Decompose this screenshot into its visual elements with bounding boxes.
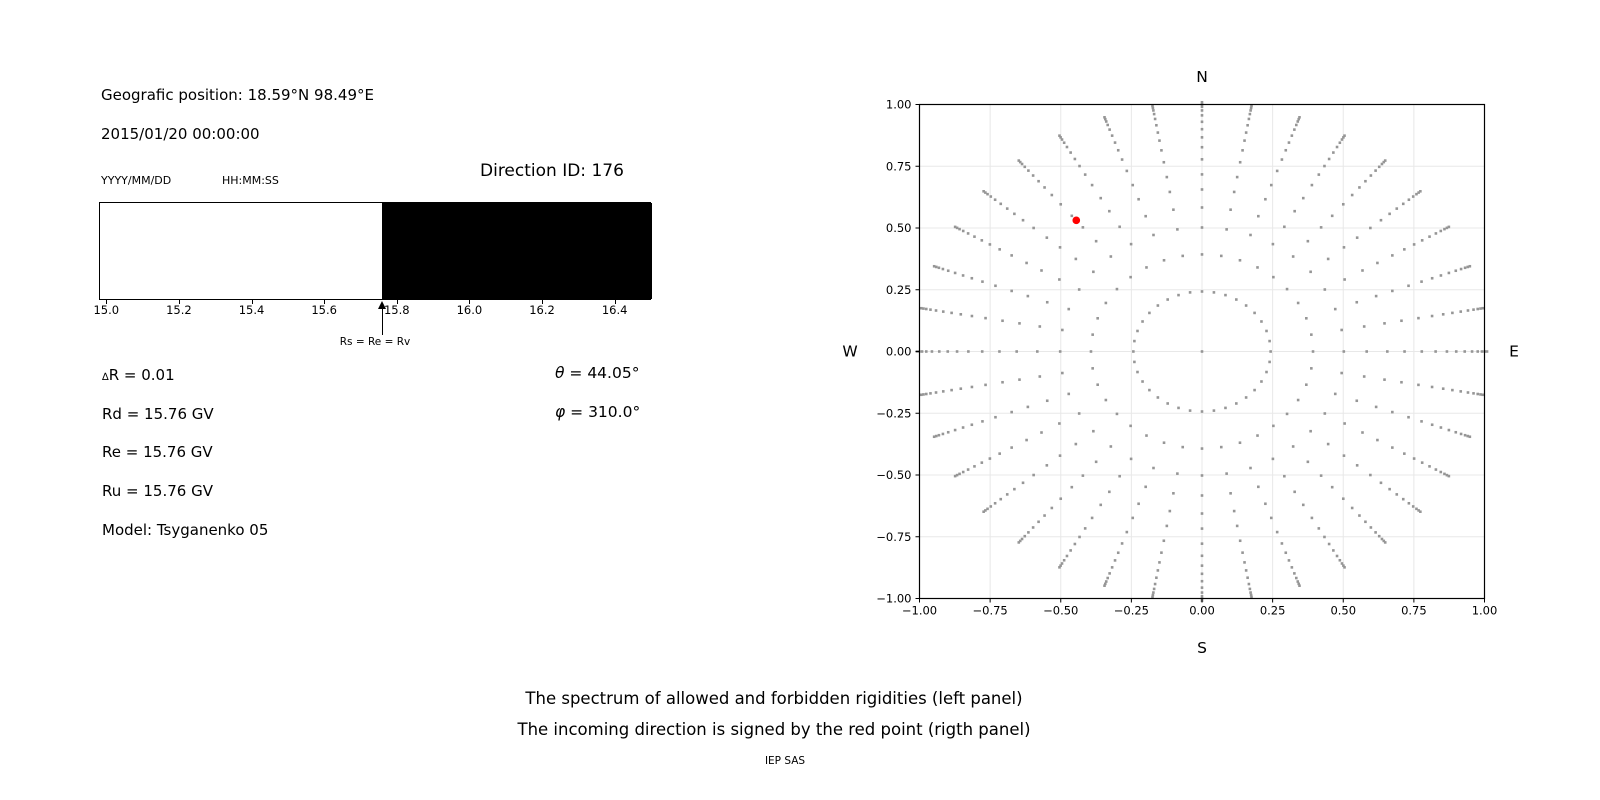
svg-text:−1.00: −1.00 [902,604,937,618]
svg-text:1.00: 1.00 [886,98,912,112]
svg-text:−0.75: −0.75 [876,530,911,544]
spectrum-tick-mark [469,300,471,304]
delta-symbol: ∆ [102,372,109,383]
compass-west-label: W [842,343,857,361]
spectrum-tick-mark [396,300,398,304]
spectrum-tick-mark [324,300,326,304]
spectrum-tick-mark [614,300,616,304]
geo-position-label: Geografic position: 18.59°N 98.49°E [101,86,374,104]
time-format-label: HH:MM:SS [222,174,279,187]
boundary-arrow-label: Rs = Re = Rv [339,336,411,348]
svg-text:−0.25: −0.25 [1114,604,1149,618]
svg-text:0.25: 0.25 [886,283,912,297]
svg-text:−0.50: −0.50 [1043,604,1078,618]
svg-text:0.00: 0.00 [886,345,912,359]
svg-text:−0.75: −0.75 [973,604,1008,618]
compass-labels: N S W E [842,68,1519,657]
spectrum-tick-label: 15.4 [238,303,265,317]
value-row: Re = 15.76 GV [102,443,213,462]
svg-text:0.50: 0.50 [1330,604,1356,618]
greek-letter: θ [555,364,565,382]
direction-id-label: Direction ID: 176 [480,161,624,181]
spectrum-tick-label: 15.2 [166,303,192,317]
value-row: ∆R = 0.01 [102,366,175,384]
svg-text:−0.50: −0.50 [876,468,911,482]
spectrum-tick-label: 15.8 [383,303,410,317]
svg-text:0.00: 0.00 [1189,604,1215,618]
svg-text:−1.00: −1.00 [876,592,911,606]
rigidity-spectrum-panel [99,202,652,300]
spectrum-tick-mark [178,300,180,304]
value-row: Model: Tsyganenko 05 [102,520,269,539]
svg-text:0.75: 0.75 [1401,604,1427,618]
svg-text:1.00: 1.00 [1472,604,1498,618]
svg-text:0.25: 0.25 [1260,604,1286,618]
caption-line-1: The spectrum of allowed and forbidden ri… [525,689,1023,708]
compass-north-label: N [1196,68,1208,86]
angle-row: θ = 44.05° [555,364,640,382]
spectrum-tick-label: 16.2 [529,303,555,317]
spectrum-tick-mark [251,300,253,304]
boundary-arrow-head-icon [378,301,387,309]
plot-ticks [915,104,1485,603]
credit-label: IEP SAS [764,755,806,767]
plot-tick-labels: −1.00−1.00 −0.75 −0.75 −0.50 −0.50 −0.25 −0.25… [876,98,1497,618]
compass-east-label: E [1509,343,1519,361]
plot-gridlines [919,104,1485,599]
caption-line-2: The incoming direction is signed by the … [517,720,1031,739]
spectrum-tick-mark [106,300,108,304]
direction-grid-dots [915,100,1489,603]
datetime-label: 2015/01/20 00:00:00 [101,125,260,143]
value-row: Rd = 15.76 GV [102,404,214,423]
angle-row: φ = 310.0° [555,402,641,421]
spectrum-tick-label: 16.0 [456,303,483,317]
spectrum-tick-label: 15.6 [311,303,337,317]
svg-text:0.75: 0.75 [886,159,912,173]
boundary-arrow-shaft [381,307,383,335]
forbidden-rigidity-region [382,203,652,299]
svg-text:−0.25: −0.25 [876,406,911,420]
svg-text:0.50: 0.50 [886,221,912,235]
value-row: Ru = 15.76 GV [102,482,213,501]
incoming-direction-red-point [1072,216,1081,225]
compass-south-label: S [1197,639,1207,657]
date-format-label: YYYY/MM/DD [101,174,172,187]
spectrum-tick-label: 16.4 [601,303,628,317]
spectrum-tick-label: 15.0 [93,303,120,317]
spectrum-tick-mark [542,300,544,304]
greek-letter: φ [555,402,566,421]
